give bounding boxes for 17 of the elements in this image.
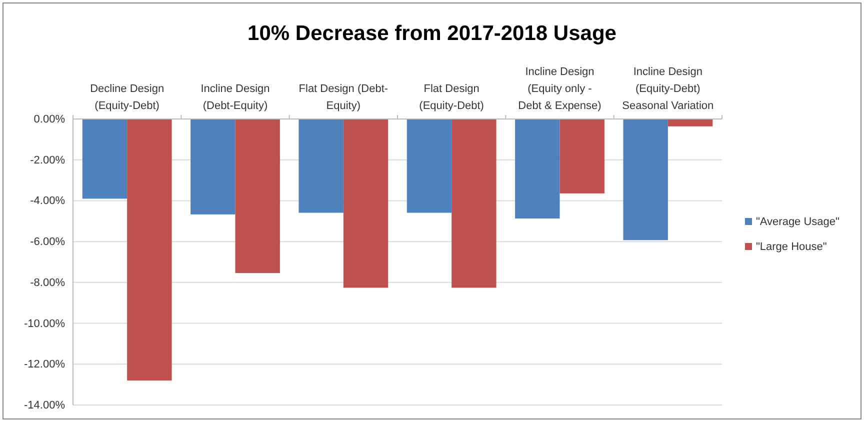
x-tick-label: Incline Design (Debt-Equity) (200, 83, 270, 112)
y-tick-label: -10.00% (24, 318, 66, 330)
y-tick-label: -6.00% (30, 236, 66, 248)
x-tick-label: Incline Design (Equity-Debt) Seasonal Variation (622, 66, 714, 112)
y-tick-label: -8.00% (30, 276, 66, 289)
y-tick-label: -2.00% (30, 154, 66, 166)
y-tick-label: -12.00% (24, 358, 66, 371)
x-tick-label: Flat Design (Equity-Debt) (419, 83, 484, 112)
x-tick-label: Incline Design (Equity only - Debt & Expense) (518, 66, 602, 112)
y-tick-label: -14.00% (24, 400, 66, 412)
legend-label: "Average Usage" (756, 216, 840, 228)
x-tick-label: Flat Design (Debt-Equity) (298, 83, 388, 112)
legend-label: "Large House" (756, 241, 827, 253)
x-tick-label: Decline Design (Equity-Debt) (90, 83, 164, 112)
y-tick-label: -4.00% (30, 195, 66, 208)
chart-title: 10% Decrease from 2017-2018 Usage (248, 22, 616, 45)
y-tick-label: 0.00% (34, 114, 66, 126)
